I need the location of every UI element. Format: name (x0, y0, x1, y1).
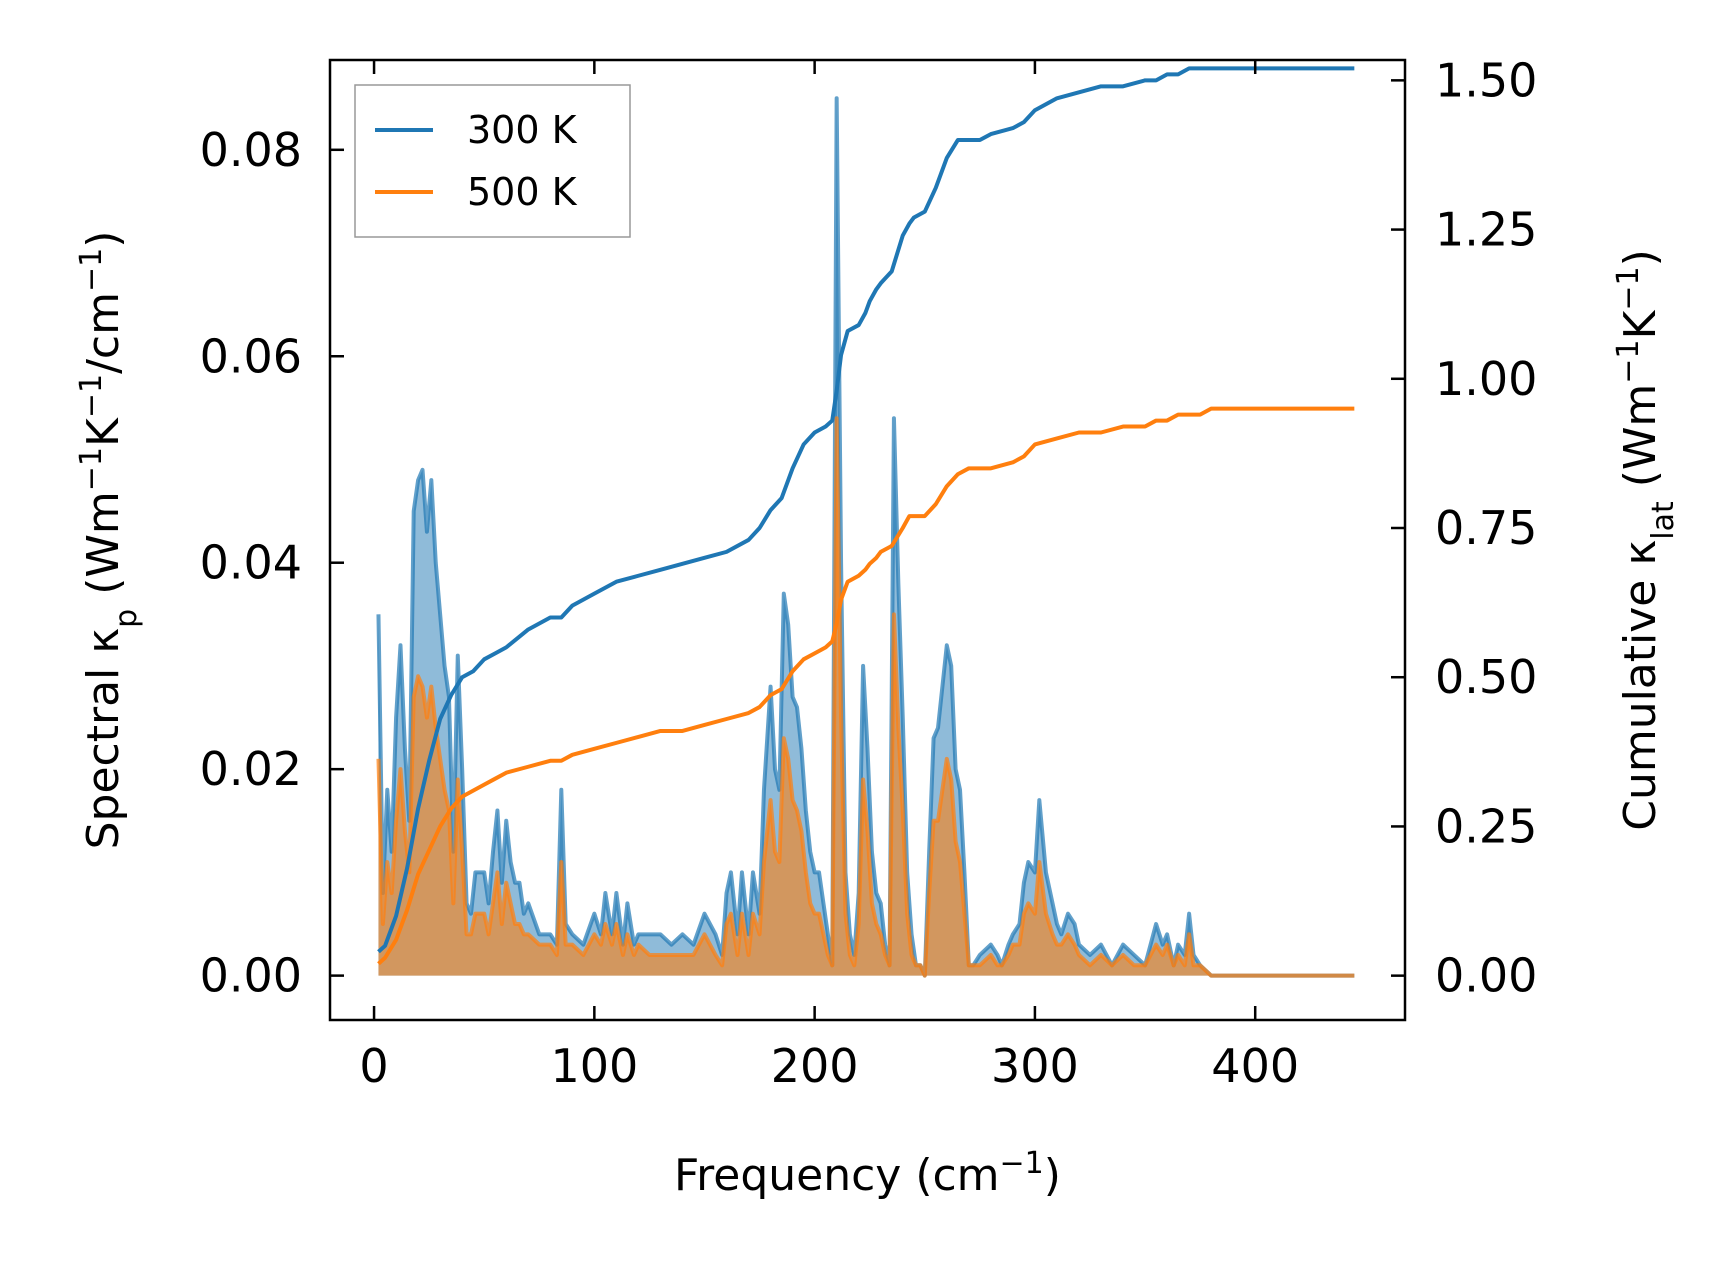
plot-area (376, 66, 1355, 978)
y-right-tick-label: 0.50 (1435, 650, 1537, 704)
legend-box (354, 84, 631, 238)
y-right-tick-label: 1.00 (1435, 352, 1537, 406)
y-left-tick-label: 0.00 (200, 949, 302, 1003)
y-left-tick-label: 0.02 (200, 742, 302, 796)
axes-frame (328, 58, 1407, 1022)
legend-label: 500 K (467, 170, 578, 214)
legend-label: 300 K (467, 108, 578, 152)
y-right-tick-label: 1.25 (1435, 203, 1537, 257)
y-right-tick-label: 0.25 (1435, 799, 1537, 853)
y-left-tick-label: 0.04 (200, 536, 302, 590)
axes: 0 100 200 300 400 0.00 0.02 0.04 0.06 0.08 0.00 0.2… (200, 53, 1538, 1093)
y-left-axis-label: Spectral κp (Wm−1K−1/cm−1) (74, 231, 144, 850)
axis-labels: Frequency (cm−1) Spectral κp (Wm−1K−1/cm−… (74, 231, 1681, 1201)
cumulative-line-300k (377, 66, 1355, 954)
spectral-line-300k (376, 96, 1355, 978)
legend: 300 K 500 K (354, 84, 631, 238)
x-axis-label: Frequency (cm−1) (674, 1146, 1061, 1202)
x-tick-label: 300 (991, 1039, 1079, 1093)
cumulative-line-500k (377, 406, 1355, 966)
y-left-tick-label: 0.06 (200, 329, 302, 383)
y-right-tick-label: 1.50 (1435, 53, 1537, 107)
x-tick-label: 0 (359, 1039, 388, 1093)
y-left-tick-label: 0.08 (200, 123, 302, 177)
x-tick-label: 100 (550, 1039, 638, 1093)
spectral-line-500k (376, 416, 1355, 978)
y-right-tick-label: 0.75 (1435, 501, 1537, 555)
x-tick-label: 400 (1211, 1039, 1299, 1093)
y-right-axis-label: Cumulative κlat (Wm−1K−1) (1611, 249, 1681, 831)
x-tick-label: 200 (771, 1039, 859, 1093)
y-right-tick-label: 0.00 (1435, 949, 1537, 1003)
